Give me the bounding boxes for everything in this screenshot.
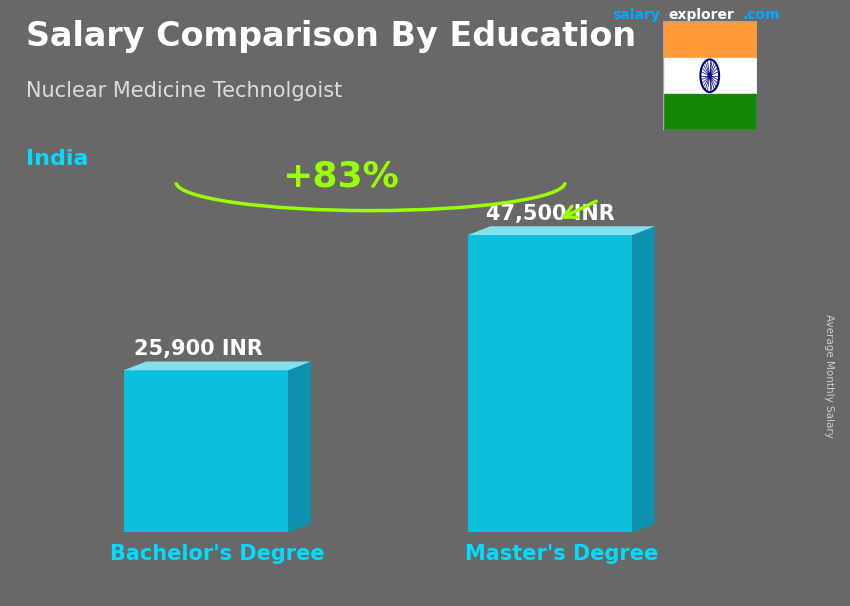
Circle shape <box>708 73 711 78</box>
Text: +83%: +83% <box>282 159 399 193</box>
Polygon shape <box>468 235 632 533</box>
Polygon shape <box>468 226 654 235</box>
Text: Bachelor's Degree: Bachelor's Degree <box>110 544 325 564</box>
Polygon shape <box>288 362 311 533</box>
Text: salary: salary <box>612 8 660 22</box>
Bar <box>663 58 756 94</box>
Text: India: India <box>26 149 88 169</box>
Polygon shape <box>124 370 288 533</box>
Text: .com: .com <box>743 8 780 22</box>
Text: Salary Comparison By Education: Salary Comparison By Education <box>26 21 636 53</box>
Text: Nuclear Medicine Technolgoist: Nuclear Medicine Technolgoist <box>26 81 342 101</box>
Text: explorer: explorer <box>668 8 734 22</box>
Polygon shape <box>632 226 654 533</box>
Text: Master's Degree: Master's Degree <box>465 544 658 564</box>
Bar <box>663 21 756 58</box>
Text: 25,900 INR: 25,900 INR <box>134 339 263 359</box>
Polygon shape <box>124 362 311 370</box>
Text: Average Monthly Salary: Average Monthly Salary <box>824 314 834 438</box>
Bar <box>663 94 756 130</box>
Text: 47,500 INR: 47,500 INR <box>485 204 615 224</box>
